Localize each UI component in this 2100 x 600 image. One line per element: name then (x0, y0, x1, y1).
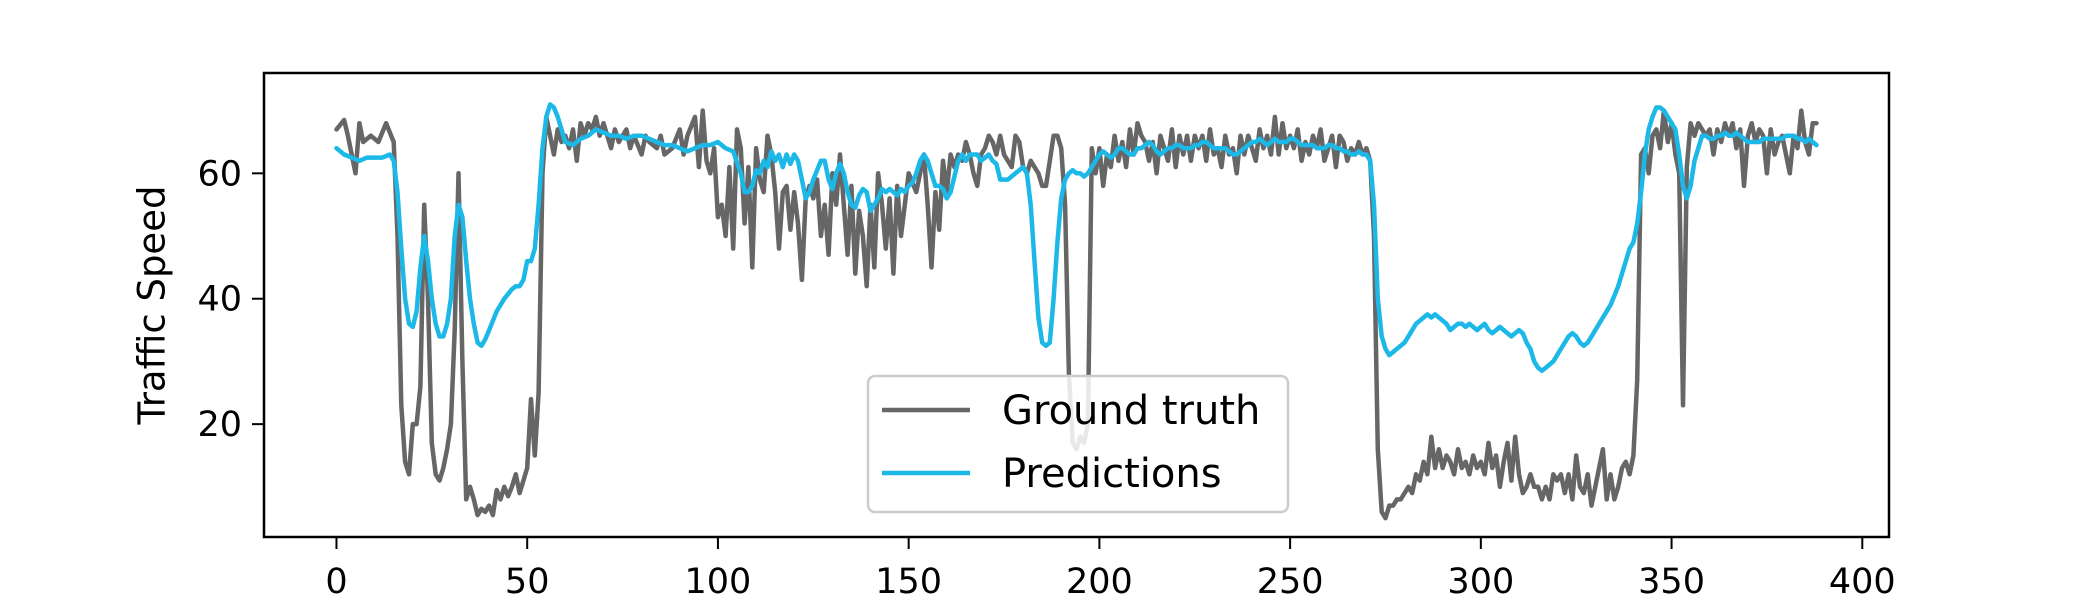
x-tick-label: 350 (1638, 562, 1705, 600)
x-tick-label: 400 (1829, 562, 1896, 600)
plot-lines (334, 102, 1819, 521)
y-tick-label: 20 (197, 405, 242, 445)
legend-frame (866, 374, 1290, 514)
y-axis: 20 40 60 (197, 154, 264, 445)
legend-label-ground-truth: Ground truth (1002, 388, 1260, 434)
x-tick-label: 250 (1257, 562, 1324, 600)
y-axis-title: Traffic Speed (131, 186, 174, 426)
plot-frame (262, 71, 1891, 539)
legend-label-predictions: Predictions (1002, 451, 1222, 497)
x-tick-label: 200 (1066, 562, 1133, 600)
x-axis: 0 50 100 150 200 250 300 350 400 (325, 537, 1896, 600)
x-tick-label: 100 (685, 562, 752, 600)
y-tick-label: 40 (197, 280, 242, 320)
x-tick-label: 0 (325, 562, 347, 600)
legend: Ground truth Predictions (866, 374, 1290, 514)
series-line-predictions (334, 102, 1819, 374)
x-tick-label: 50 (505, 562, 550, 600)
x-tick-label: 150 (875, 562, 942, 600)
x-tick-label: 300 (1447, 562, 1514, 600)
y-tick-label: 60 (197, 154, 242, 194)
